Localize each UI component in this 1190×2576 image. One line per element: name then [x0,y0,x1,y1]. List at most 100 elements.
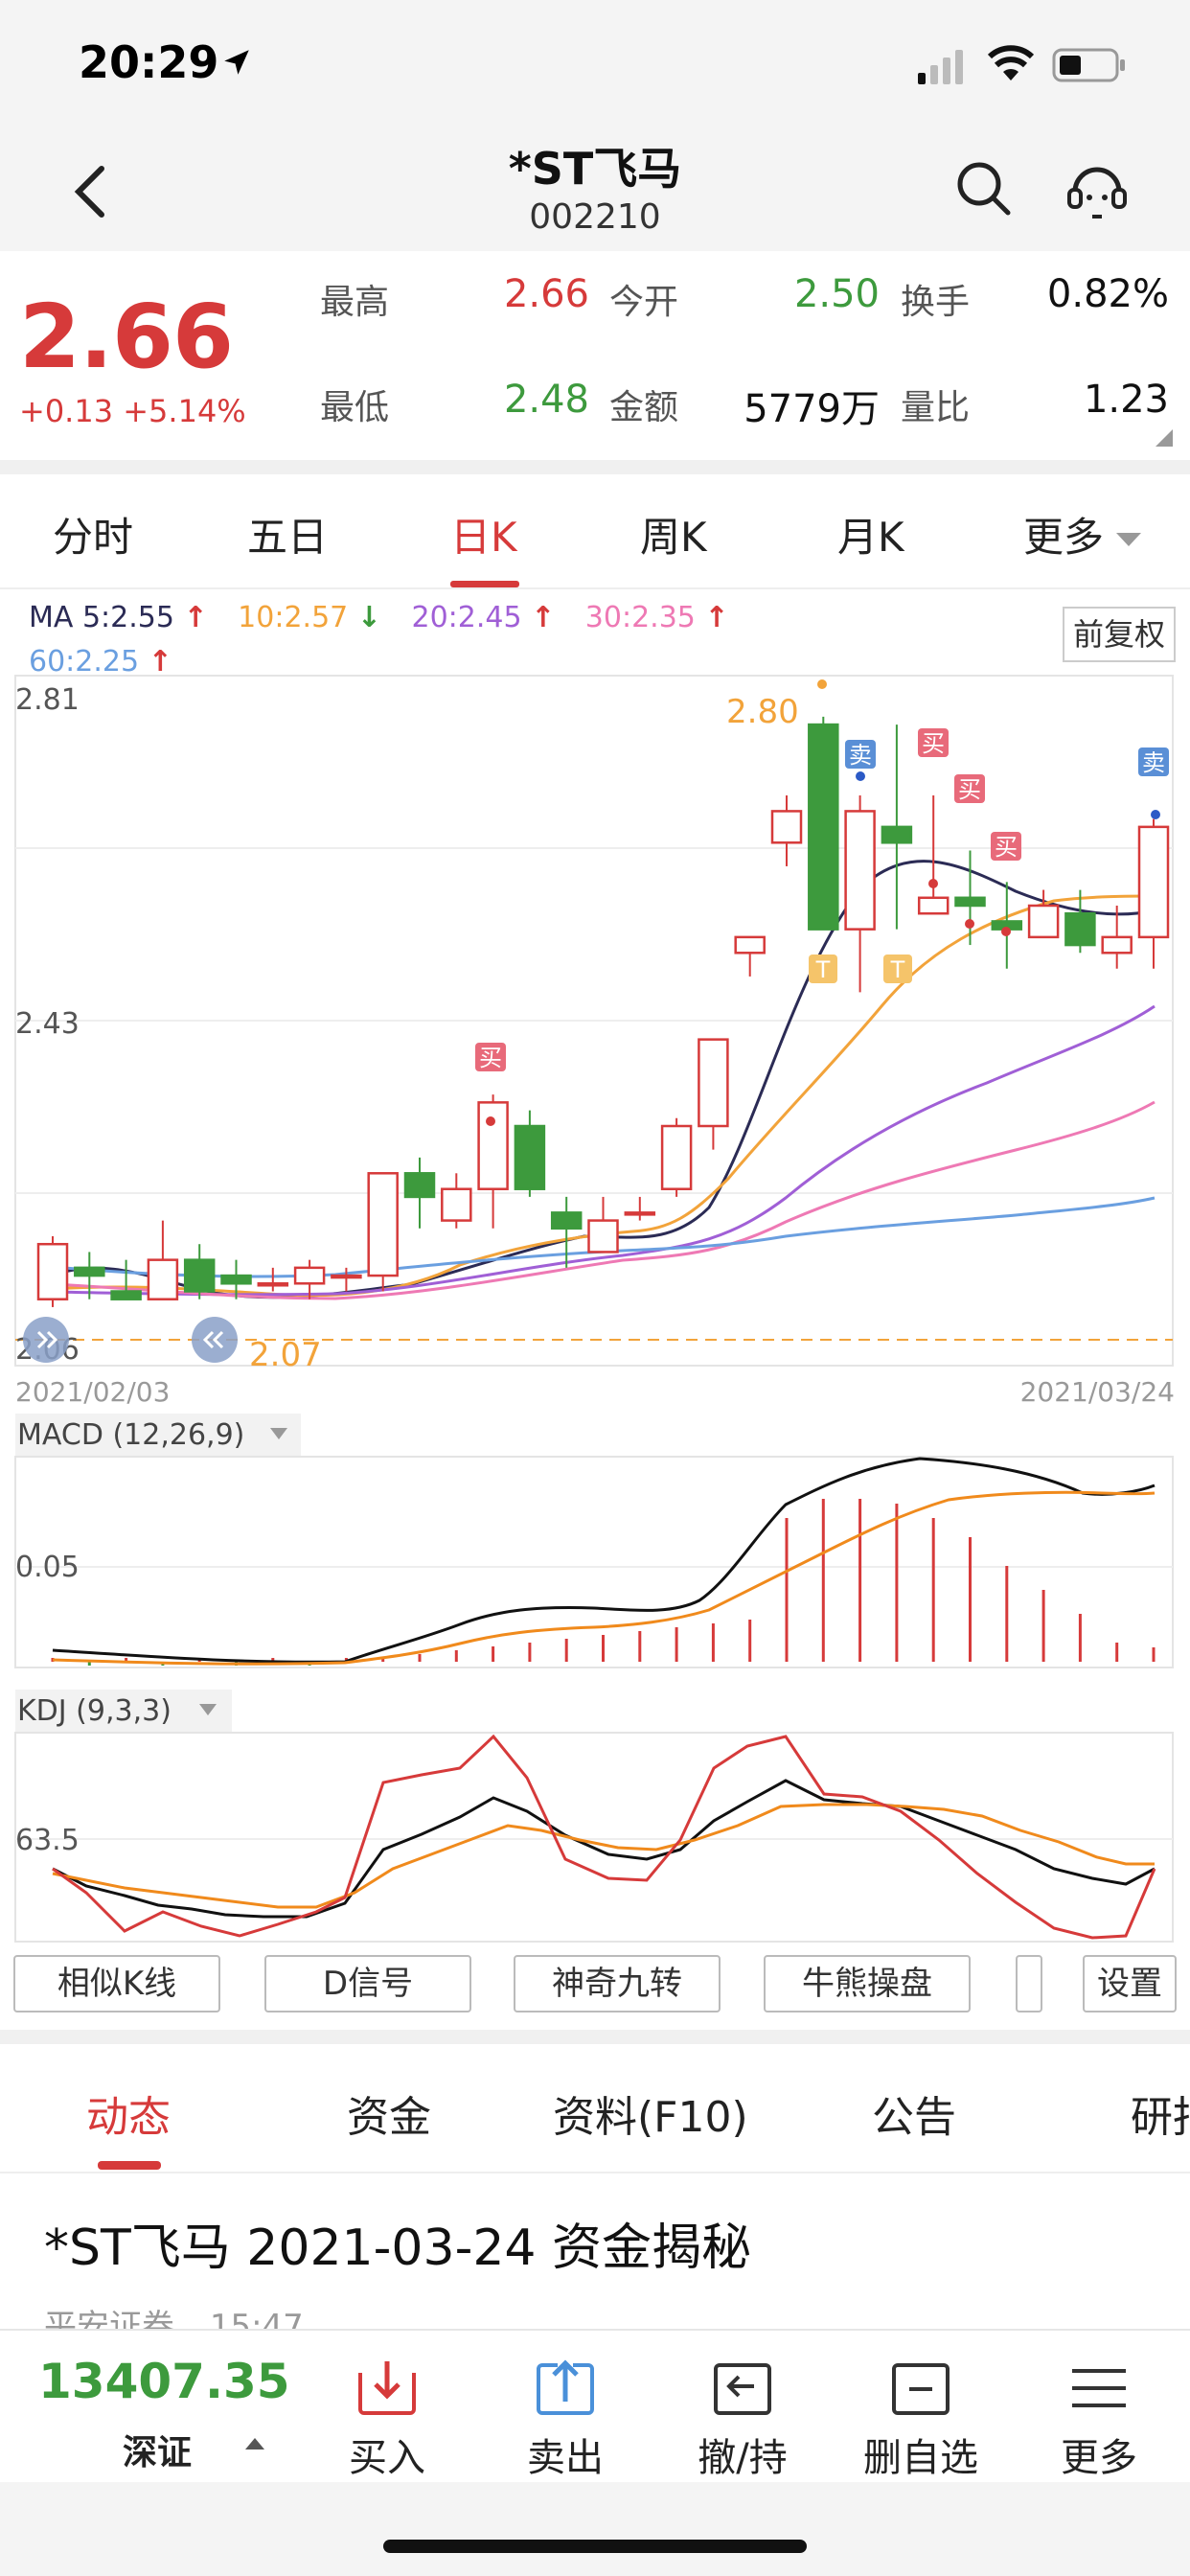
signal-buy-marker[interactable]: 买 [918,728,949,757]
content-tabs: 动态 资金 资料(F10) 公告 研报 [0,2044,1190,2174]
svg-text:买: 买 [995,834,1018,861]
cancel-hold-button[interactable]: 撤/持 [671,2359,814,2482]
price-change: +0.13 +5.14% [19,393,246,429]
magic-nine-button[interactable]: 神奇九转 [514,1955,721,2012]
candle [293,1259,326,1300]
candle-body [734,935,766,954]
candle [660,1117,693,1197]
candle [917,795,950,915]
home-indicator[interactable] [383,2540,807,2553]
candle [550,1196,583,1268]
signal-buy-marker[interactable]: 买 [954,774,985,803]
bull-bear-button[interactable]: 牛熊操盘 [764,1955,971,2012]
candle-body [881,825,913,844]
kdj-d-line [52,1803,1155,1909]
signal-buy-marker[interactable]: 买 [475,1043,506,1071]
tab-announcement[interactable]: 公告 [872,2093,956,2142]
svg-text:买: 买 [958,776,981,803]
index-value[interactable]: 13407.35 [38,2354,290,2409]
buy-label: 买入 [349,2436,425,2480]
signal-sell-marker[interactable]: 卖 [845,740,876,769]
candle-body [698,1038,729,1128]
ma-lines [52,860,1156,1300]
tab-intraday[interactable]: 分时 [53,514,134,561]
candle [110,1259,142,1300]
tab-monthly-k[interactable]: 月K [837,514,904,561]
kdj-selector[interactable] [15,1690,232,1732]
candle-body [36,1242,69,1300]
candle [74,1252,105,1300]
date-end: 2021/03/24 [1020,1376,1175,1408]
svg-text:卖: 卖 [849,742,872,769]
buy-button[interactable]: 买入 [315,2359,459,2482]
macd-selector[interactable] [15,1414,301,1456]
news-title[interactable]: *ST飞马 2021-03-24 资金揭秘 [44,2220,752,2277]
signal-sell-marker[interactable]: 卖 [1138,748,1169,776]
location-arrow-icon [224,50,249,75]
candle-body [367,1172,399,1277]
candle [881,724,913,930]
index-name[interactable]: 深证 [123,2433,193,2472]
ma60-legend: 60:2.25 ↑ [29,645,172,678]
macd-bars [51,1499,1156,1666]
d-signal-button[interactable]: D信号 [264,1955,471,2012]
drag-handle-left[interactable] [23,1317,69,1363]
amount-label: 金额 [609,388,679,427]
adjust-mode-button[interactable]: 前复权 [1063,607,1176,662]
turnover-label: 换手 [901,283,971,322]
divider [0,2030,1190,2044]
svg-text:T: T [890,956,905,983]
tab-research[interactable]: 研报 [1131,2093,1190,2142]
chevron-down-icon [1116,532,1142,546]
low-value: 2.48 [503,378,589,422]
tab-news[interactable]: 动态 [86,2093,171,2142]
signal-t-marker[interactable]: T [883,954,912,983]
drag-handle-right[interactable] [192,1317,238,1363]
more-button[interactable]: 更多 [1027,2359,1171,2482]
candles [36,716,1170,1307]
customer-service-icon[interactable] [1064,155,1131,222]
expand-corner-icon[interactable] [1156,429,1173,447]
candle-body [403,1172,436,1199]
candle-body [514,1124,546,1190]
remove-watchlist-button[interactable]: 删自选 [849,2359,993,2482]
kdj-y-tick: 63.5 [15,1824,80,1857]
candle-body [441,1187,472,1222]
candle [331,1267,362,1292]
tab-f10[interactable]: 资料(F10) [553,2093,748,2142]
tab-capital[interactable]: 资金 [347,2093,431,2142]
tab-more[interactable]: 更多 [1023,505,1142,564]
back-icon[interactable] [67,163,115,220]
candle [367,1172,399,1292]
candle-body [587,1219,619,1254]
status-bar: 20:29 [0,0,1190,125]
candle-body [917,896,950,915]
date-start: 2021/02/03 [15,1376,170,1408]
buy-icon [356,2359,418,2415]
sell-button[interactable]: 卖出 [493,2359,637,2482]
min-price-label: 2.07 [249,1336,322,1374]
ma-legend: MA 5:2.55 ↑ 10:2.57 ↓ 20:2.45 ↑ 30:2.35 … [29,596,750,684]
candle [514,1110,546,1197]
signal-t-marker[interactable]: T [809,954,837,983]
tab-weekly-k[interactable]: 周K [640,514,707,561]
candle [1027,889,1060,939]
ma30-legend: 30:2.35 ↑ [584,601,729,634]
svg-text:T: T [815,956,831,983]
tab-daily-k[interactable]: 日K [450,514,517,561]
tab-five-day[interactable]: 五日 [247,514,329,561]
similar-k-button[interactable]: 相似K线 [13,1955,220,2012]
kline-chart[interactable]: 2.81 2.43 2.06 2.80 2.07 买 买 买 买 卖 卖 T T… [0,671,1190,1945]
settings-button[interactable]: 设置 [1083,1955,1177,2012]
candle [183,1244,216,1300]
search-icon[interactable] [954,159,1012,217]
signal-buy-marker[interactable]: 买 [991,832,1021,861]
candle-body [770,810,803,844]
remove-label: 删自选 [863,2436,978,2480]
low-label: 最低 [320,388,390,427]
candle-body [477,1101,509,1190]
chevron-down-icon [270,1428,287,1439]
hidden-indicator-button[interactable] [1016,1955,1042,2012]
index-arrow-icon[interactable] [245,2438,264,2450]
signal-dot [486,1116,495,1126]
